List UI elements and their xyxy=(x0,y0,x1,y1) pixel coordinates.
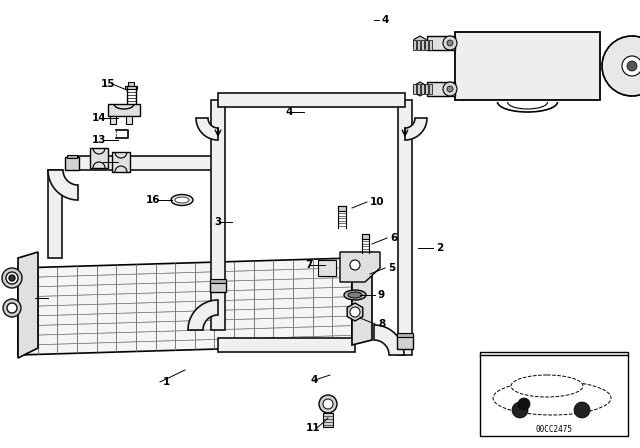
Bar xyxy=(455,32,600,100)
Polygon shape xyxy=(48,170,78,200)
Text: 5: 5 xyxy=(388,263,396,273)
Bar xyxy=(210,282,226,292)
Text: 15: 15 xyxy=(100,79,115,89)
Text: 7: 7 xyxy=(306,260,313,270)
Circle shape xyxy=(627,61,637,71)
Bar xyxy=(421,40,424,50)
Polygon shape xyxy=(218,93,405,107)
Bar xyxy=(417,40,420,50)
Circle shape xyxy=(9,275,15,281)
Bar xyxy=(323,413,333,427)
Bar xyxy=(421,84,424,94)
Ellipse shape xyxy=(344,290,366,300)
Polygon shape xyxy=(374,325,404,355)
Bar xyxy=(425,84,428,94)
Circle shape xyxy=(447,40,453,46)
Circle shape xyxy=(443,82,457,96)
Bar xyxy=(429,40,432,50)
Bar xyxy=(397,335,413,349)
Text: 12: 12 xyxy=(92,157,106,167)
Polygon shape xyxy=(196,118,218,140)
Text: 4: 4 xyxy=(285,107,293,117)
Text: 10: 10 xyxy=(370,197,385,207)
Bar xyxy=(125,86,137,89)
Ellipse shape xyxy=(171,194,193,206)
Polygon shape xyxy=(405,118,427,140)
Bar xyxy=(108,104,140,116)
Bar xyxy=(318,260,336,276)
Circle shape xyxy=(602,36,640,96)
Bar xyxy=(413,40,416,50)
Bar xyxy=(126,116,132,124)
Circle shape xyxy=(350,260,360,270)
Bar xyxy=(427,82,455,96)
Bar xyxy=(338,206,346,211)
Polygon shape xyxy=(78,156,218,170)
Ellipse shape xyxy=(493,381,611,415)
Ellipse shape xyxy=(175,197,189,203)
Circle shape xyxy=(443,36,457,50)
Text: 1: 1 xyxy=(163,377,170,387)
Bar xyxy=(425,40,428,50)
Ellipse shape xyxy=(348,292,362,298)
Text: 11: 11 xyxy=(305,423,320,433)
Bar xyxy=(210,279,226,283)
Polygon shape xyxy=(18,252,38,358)
Text: 14: 14 xyxy=(92,113,106,123)
Bar xyxy=(128,82,134,86)
Circle shape xyxy=(2,268,22,288)
Ellipse shape xyxy=(511,375,583,397)
Circle shape xyxy=(447,86,453,92)
Bar xyxy=(362,234,369,239)
Bar xyxy=(65,157,79,170)
Circle shape xyxy=(512,402,528,418)
Bar xyxy=(397,333,413,337)
Circle shape xyxy=(319,395,337,413)
Polygon shape xyxy=(218,338,355,352)
Circle shape xyxy=(323,399,333,409)
Text: 4: 4 xyxy=(310,375,318,385)
Circle shape xyxy=(518,398,530,410)
Circle shape xyxy=(350,307,360,317)
Circle shape xyxy=(574,402,590,418)
Text: 13: 13 xyxy=(92,135,106,145)
Polygon shape xyxy=(398,100,412,355)
Polygon shape xyxy=(352,252,372,345)
Polygon shape xyxy=(48,170,62,258)
Circle shape xyxy=(6,272,18,284)
Text: 6: 6 xyxy=(390,233,397,243)
Text: 4: 4 xyxy=(31,293,38,303)
Bar xyxy=(112,152,130,172)
Bar xyxy=(427,36,455,50)
Text: 4: 4 xyxy=(382,15,389,25)
Text: 16: 16 xyxy=(145,195,160,205)
Bar xyxy=(110,116,116,124)
Polygon shape xyxy=(18,258,352,355)
Text: 00CC2475: 00CC2475 xyxy=(536,426,573,435)
Text: 3: 3 xyxy=(215,217,222,227)
Bar xyxy=(480,352,628,436)
Bar xyxy=(417,84,420,94)
Bar xyxy=(90,148,108,168)
Circle shape xyxy=(622,56,640,76)
Polygon shape xyxy=(340,252,380,282)
Circle shape xyxy=(7,303,17,313)
Circle shape xyxy=(3,299,21,317)
Polygon shape xyxy=(188,300,218,330)
Bar xyxy=(429,84,432,94)
Text: 2: 2 xyxy=(436,243,444,253)
Bar xyxy=(67,155,77,158)
Bar xyxy=(413,84,416,94)
Text: 9: 9 xyxy=(378,290,385,300)
Polygon shape xyxy=(211,100,225,330)
Text: 8: 8 xyxy=(378,319,385,329)
